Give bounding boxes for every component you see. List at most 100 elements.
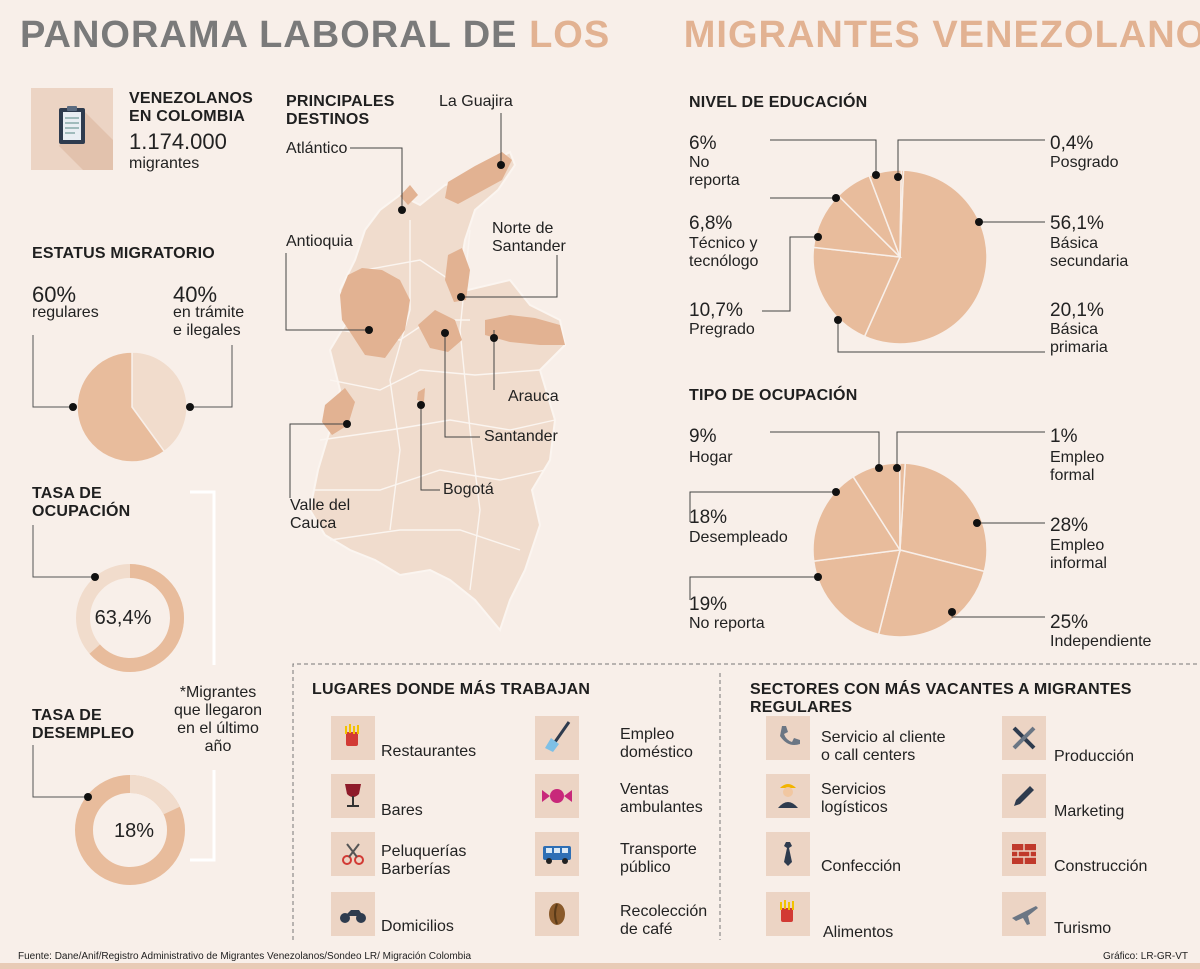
ocup-pct-formal: 1% — [1050, 426, 1078, 447]
ocup-label-independiente: Independiente — [1050, 633, 1152, 650]
pie-slice — [812, 246, 902, 338]
lugar-bares: Bares — [381, 802, 423, 819]
bus-icon — [535, 832, 579, 876]
ocupacion-donut — [76, 564, 184, 672]
lugar-ventas: Ventas ambulantes — [620, 781, 703, 816]
edu-label-tecnico: Técnico y tecnólogo — [689, 235, 759, 270]
ocupacion-tipo-pie — [812, 462, 988, 638]
clipboard-tile — [31, 88, 113, 170]
pie-slice — [899, 169, 905, 258]
page-title: PANORAMA LABORAL DE LOS MIGRANTES VENEZO… — [20, 14, 1200, 57]
lugar-cafe: Recolección de café — [620, 903, 708, 938]
migrantes-note: *Migrantes que llegaron en el último año — [173, 684, 263, 755]
pie-slice — [899, 462, 907, 551]
fries-icon — [331, 716, 375, 760]
desempleo-dot — [84, 793, 92, 801]
footer-credit: Gráfico: LR-GR-VT — [1102, 951, 1188, 962]
title-part-2: LOS — [529, 14, 611, 56]
pie-slice — [812, 549, 901, 636]
sector-marketing: Marketing — [1054, 803, 1125, 820]
ocup-pct-informal: 28% — [1050, 515, 1089, 536]
bogota-region — [417, 388, 425, 402]
pie-slice — [76, 351, 166, 463]
motorcycle-icon — [331, 892, 375, 936]
venezolanos-heading: VENEZOLANOS EN COLOMBIA — [129, 90, 253, 125]
ocupacion-heading: TASA DE OCUPACIÓN — [32, 485, 131, 520]
label-valle: Valle del Cauca — [290, 497, 351, 532]
clipboard-icon — [59, 106, 113, 170]
label-santander: Santander — [484, 428, 558, 445]
candy-icon — [535, 774, 579, 818]
tie-icon — [766, 832, 810, 876]
ocup-label-informal: Empleo informal — [1050, 537, 1107, 572]
estatus-pie — [76, 351, 188, 463]
estatus-chart — [32, 335, 233, 463]
tramite-pct: 40% — [173, 282, 218, 307]
map-heading: PRINCIPALES DESTINOS — [286, 93, 395, 128]
lugar-restaurantes: Restaurantes — [381, 743, 477, 760]
label-atlantico: Atlántico — [286, 140, 348, 157]
lugar-empleo-domestico: Empleo doméstico — [620, 726, 693, 761]
tools-icon — [1002, 716, 1046, 760]
sector-logisticos: Servicios logísticos — [821, 781, 888, 816]
donut-value-arc — [75, 775, 185, 885]
tramite-leader — [190, 345, 233, 408]
regulares-leader — [32, 335, 73, 408]
pen-icon — [1002, 774, 1046, 818]
edu-label-posgrado: Posgrado — [1050, 154, 1119, 171]
label-norte-santander: Norte de Santander — [492, 220, 566, 255]
pie-slice — [868, 169, 903, 258]
tramite-dot — [186, 403, 194, 411]
pie-slice — [812, 194, 903, 258]
donut-value-arc — [76, 564, 184, 672]
educacion-pie — [812, 169, 988, 345]
sectores-heading: SECTORES CON MÁS VACANTES A MIGRANTES RE… — [750, 681, 1132, 716]
ocupacion-value: 63,4% — [94, 607, 152, 629]
pie-slice — [812, 475, 902, 562]
regulares-dot — [69, 403, 77, 411]
ocup-label-no-reporta: No reporta — [689, 615, 765, 632]
sector-confeccion: Confección — [821, 858, 902, 875]
edu-pct-secundaria: 56,1% — [1050, 213, 1104, 234]
edu-pct-primaria: 20,1% — [1050, 300, 1104, 321]
lugares-heading: LUGARES DONDE MÁS TRABAJAN — [312, 681, 591, 698]
guajira-region — [445, 152, 512, 204]
label-arauca: Arauca — [508, 388, 559, 405]
ocup-label-desempleado: Desempleado — [689, 529, 788, 546]
footer-source: Fuente: Dane/Anif/Registro Administrativ… — [18, 951, 472, 962]
sector-construccion: Construcción — [1054, 858, 1148, 875]
pie-slice — [877, 549, 986, 638]
phone-icon — [766, 716, 810, 760]
pie-slice — [837, 174, 901, 258]
ocup-label-hogar: Hogar — [689, 449, 733, 466]
edu-label-no-reporta: No reporta — [689, 154, 740, 189]
sector-alimentos: Alimentos — [823, 924, 894, 941]
label-antioquia: Antioquia — [286, 233, 353, 250]
sector-produccion: Producción — [1054, 748, 1135, 765]
sector-servicio-cliente: Servicio al cliente o call centers — [821, 729, 946, 764]
tramite-label: en trámite e ilegales — [173, 304, 245, 339]
ocupacion-tipo-heading: TIPO DE OCUPACIÓN — [689, 387, 858, 404]
label-guajira: La Guajira — [439, 93, 513, 110]
note-bracket — [190, 490, 216, 862]
ocupacion-leader — [32, 525, 95, 578]
ocup-pct-independiente: 25% — [1050, 612, 1089, 633]
bricks-icon — [1002, 832, 1046, 876]
atlantico-region — [400, 185, 418, 205]
pie-slice — [131, 351, 188, 453]
ocup-pct-desempleado: 18% — [689, 507, 728, 528]
desempleo-donut — [75, 775, 185, 885]
scissors-icon — [331, 832, 375, 876]
estatus-heading: ESTATUS MIGRATORIO — [32, 245, 215, 262]
fries-icon — [766, 892, 810, 936]
edu-label-pregrado: Pregrado — [689, 321, 755, 338]
label-bogota: Bogotá — [443, 481, 494, 498]
lugar-peluquerias: Peluquerías Barberías — [381, 843, 467, 878]
pie-slice — [852, 462, 901, 553]
educacion-heading: NIVEL DE EDUCACIÓN — [689, 94, 868, 111]
lugar-transporte: Transporte público — [620, 841, 697, 876]
ocupacion-chart — [32, 525, 184, 672]
pie-slice — [899, 462, 988, 573]
desempleo-heading: TASA DE DESEMPLEO — [32, 707, 135, 742]
sector-turismo: Turismo — [1054, 920, 1112, 937]
